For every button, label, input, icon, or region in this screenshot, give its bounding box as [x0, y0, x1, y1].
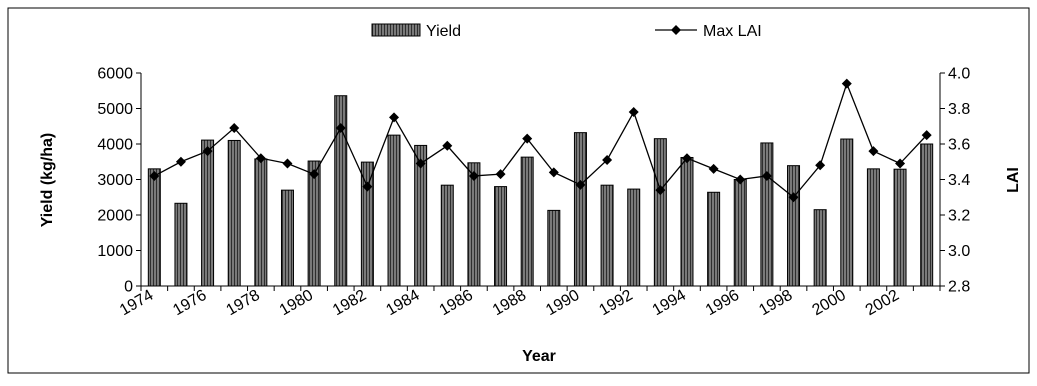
yield-bar-1976	[201, 139, 215, 287]
max-lai-point-1987	[495, 169, 506, 180]
yield-bar-2002	[893, 168, 907, 287]
right-axis-ticks: 2.8 3.0 3.2 3.4 3.6 3.8 4.0	[940, 66, 970, 296]
yield-bar-1975	[174, 202, 188, 287]
max-lai-point-1993	[655, 185, 666, 196]
max-lai-point-1995	[708, 163, 719, 174]
left-tick-label: 2000	[97, 208, 133, 225]
left-tick-label: 5000	[97, 101, 133, 118]
right-tick-label: 3.2	[948, 208, 970, 225]
max-lai-point-1974	[149, 170, 160, 181]
max-lai-point-1988	[522, 133, 533, 144]
yield-bar-1998	[787, 165, 801, 287]
yield-bar-1978	[254, 158, 268, 287]
yield-bars	[147, 95, 934, 287]
right-tick-label: 4.0	[948, 66, 970, 83]
yield-bar-1997	[760, 142, 774, 287]
yield-bar-1999	[813, 209, 827, 287]
max-lai-point-1996	[735, 174, 746, 185]
right-tick-label: 3.8	[948, 101, 970, 118]
yield-bar-2001	[866, 168, 880, 287]
yield-bar-2003	[920, 143, 934, 287]
max-lai-point-1989	[548, 167, 559, 178]
max-lai-point-1997	[761, 170, 772, 181]
yield-bar-1986	[467, 162, 481, 287]
max-lai-point-1979	[282, 158, 293, 169]
left-tick-label: 6000	[97, 66, 133, 83]
legend-maxlai-label: Max LAI	[703, 23, 762, 40]
max-lai-point-1994	[681, 153, 692, 164]
y-axis-title: Yield (kg/ha)	[39, 133, 56, 228]
max-lai-point-1977	[229, 123, 240, 134]
right-tick-label: 2.8	[948, 279, 970, 296]
right-tick-label: 3.0	[948, 243, 970, 260]
legend-yield-swatch	[371, 23, 421, 37]
yield-bar-1988	[520, 156, 534, 287]
max-lai-series	[149, 78, 932, 203]
yield-bar-1989	[547, 209, 561, 287]
max-lai-point-1991	[602, 154, 613, 165]
max-lai-point-1984	[415, 158, 426, 169]
left-axis-ticks: 0 1000 2000 3000 4000 5000 6000	[97, 66, 141, 296]
yield-bar-1996	[733, 179, 747, 287]
yield-bar-1977	[227, 139, 241, 287]
yield-bar-1983	[387, 134, 401, 287]
yield-bar-1974	[147, 168, 161, 287]
max-lai-point-1978	[255, 153, 266, 164]
legend-yield-label: Yield	[426, 23, 461, 40]
max-lai-point-1983	[389, 112, 400, 123]
x-axis-title: Year	[522, 348, 556, 365]
yield-bar-1992	[627, 188, 641, 287]
outer-border	[7, 7, 1030, 374]
max-lai-line	[154, 81, 928, 199]
max-lai-point-1980	[309, 169, 320, 180]
yield-bar-1990	[573, 132, 587, 287]
max-lai-point-1981	[335, 123, 346, 134]
legend: Yield Max LAI	[371, 23, 762, 40]
max-lai-point-1982	[362, 181, 373, 192]
max-lai-point-2003	[921, 130, 932, 141]
max-lai-point-2000	[841, 78, 852, 89]
left-tick-label: 1000	[97, 243, 133, 260]
max-lai-point-1975	[175, 156, 186, 167]
max-lai-point-1998	[788, 192, 799, 203]
left-tick-label: 4000	[97, 137, 133, 154]
max-lai-point-1990	[575, 179, 586, 190]
max-lai-point-1992	[628, 107, 639, 118]
max-lai-point-1999	[815, 160, 826, 171]
yield-bar-1991	[600, 184, 614, 287]
right-tick-label: 3.6	[948, 137, 970, 154]
yield-bar-1987	[494, 186, 508, 287]
max-lai-point-1976	[202, 146, 213, 157]
yield-bar-2000	[840, 138, 854, 287]
yield-bar-1994	[680, 156, 694, 287]
yield-bar-1980	[307, 160, 321, 287]
yield-bar-1995	[707, 191, 721, 287]
y2-axis-title: LAI	[1005, 167, 1022, 193]
max-lai-point-1986	[468, 170, 479, 181]
left-tick-label: 3000	[97, 172, 133, 189]
right-tick-label: 3.4	[948, 172, 970, 189]
yield-bar-1985	[440, 184, 454, 287]
max-lai-point-2002	[895, 158, 906, 169]
left-tick-label: 0	[124, 279, 133, 296]
max-lai-point-2001	[868, 146, 879, 157]
legend-maxlai-marker	[671, 25, 681, 35]
max-lai-point-1985	[442, 140, 453, 151]
yield-bar-1982	[360, 161, 374, 287]
yield-bar-1993	[653, 138, 667, 287]
yield-bar-1979	[280, 189, 294, 287]
